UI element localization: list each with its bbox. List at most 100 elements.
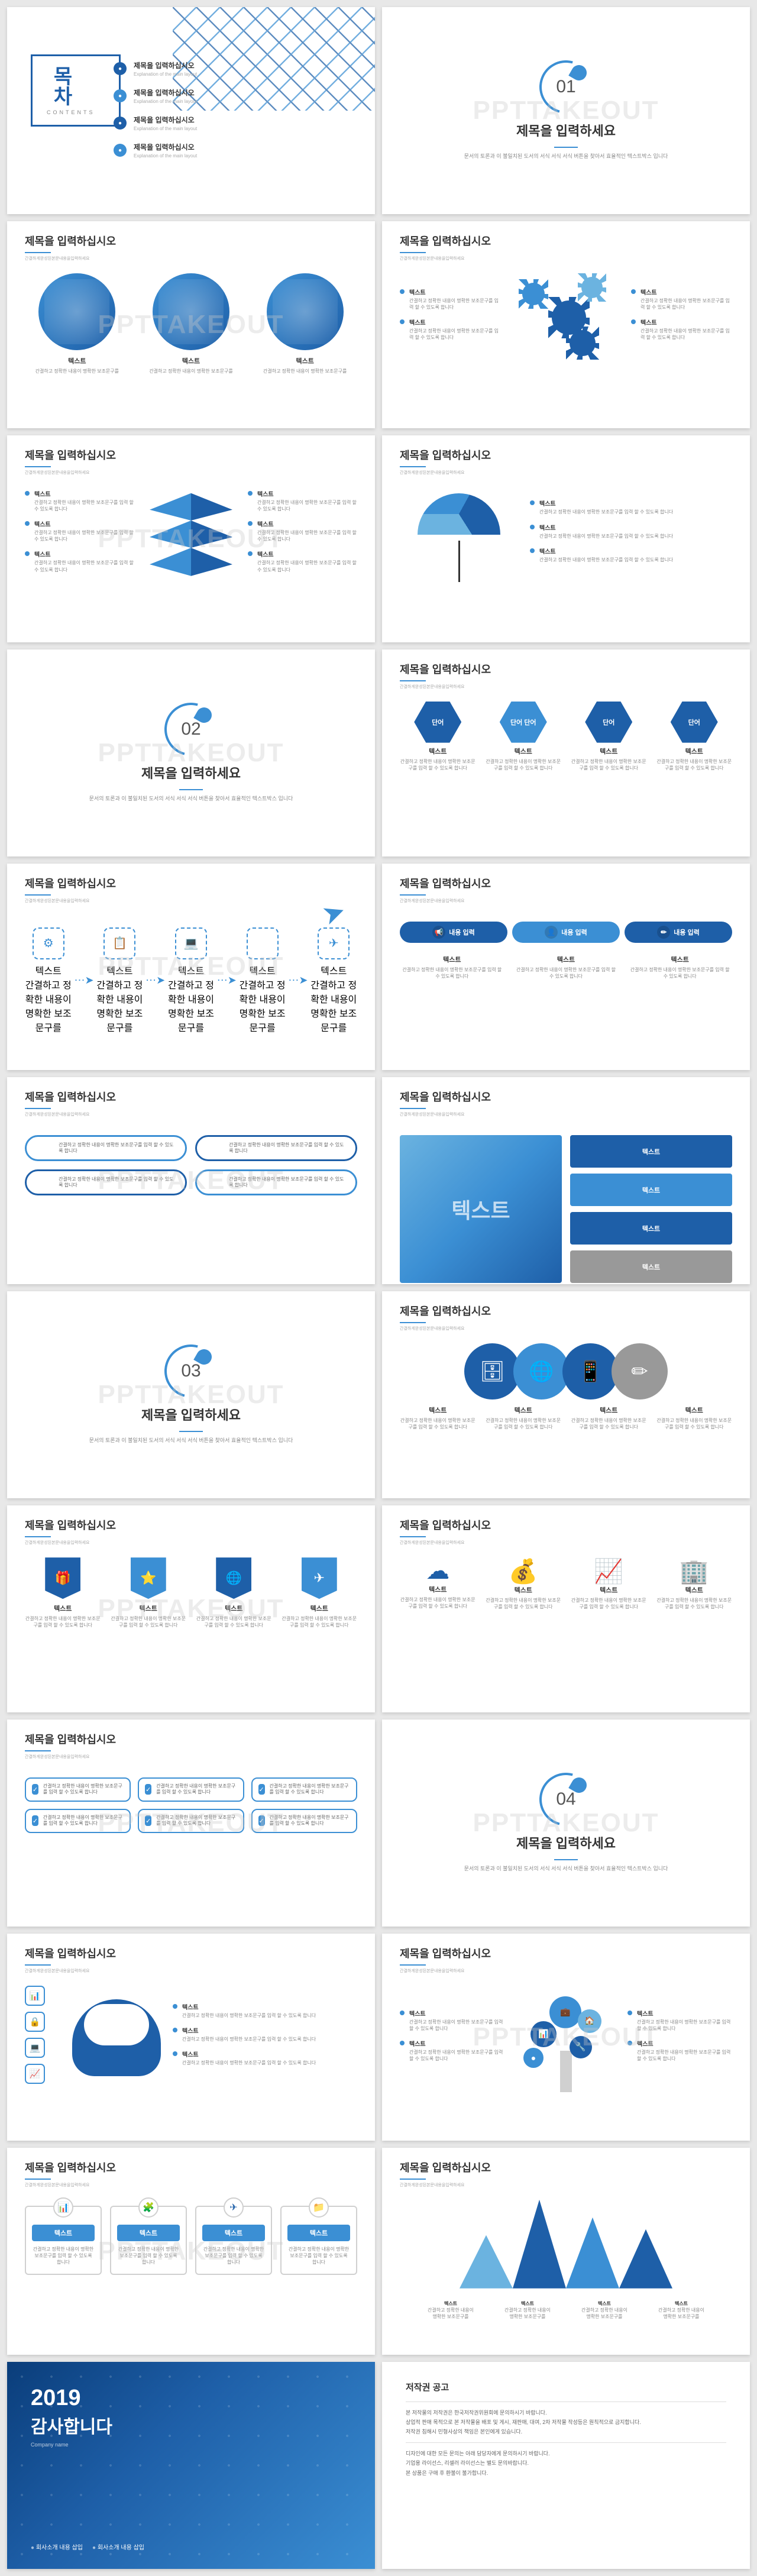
contents-title-box: 목차 CONTENTS: [31, 54, 121, 127]
list-item: 텍스트간결하고 정확한 내용이 명확한 보조문구를 입력 할 수 있도록 합니다: [627, 2039, 732, 2062]
hexagon-icon: 단어: [671, 702, 718, 743]
thanks-msg: 감사합니다: [31, 2412, 351, 2438]
list-item: 텍스트간결하고 정확한 내용이 명확한 보조문구를 입력 할 수 있도록 합니다: [248, 489, 357, 512]
bullet: [400, 2041, 405, 2045]
circle-icon: 🌐: [513, 1343, 570, 1399]
bullet: [25, 521, 30, 526]
color-bar: 텍스트: [570, 1212, 732, 1245]
contents-item: ● 제목을 입력하십시오Explanation of the main layo…: [114, 88, 197, 104]
tab-pill: 📢내용 입력: [400, 922, 507, 943]
brain-icon: 💻: [25, 2038, 45, 2058]
footer-1: 회사소개 내용 삽입: [31, 2542, 83, 2551]
triangle-pattern: [173, 7, 375, 111]
check-item: ✓간결하고 정확한 내용이 명확한 보조문구를 입력 할 수 있도록 합니다: [25, 1777, 131, 1802]
slide-circle-icons: 제목을 입력하십시오간결하게완성된본문내용을입력하세요 🗄🌐📱✏ 텍스트간결하고…: [382, 1291, 750, 1498]
tree-leaf: 🏠: [578, 2009, 601, 2033]
hex-item: 단어 텍스트간결하고 정확한 내용이 명확한 보조문구를 입력 할 수 있도록 …: [571, 702, 647, 771]
contents-item: ● 제목을 입력하십시오Explanation of the main layo…: [114, 115, 197, 131]
card-item: ✈ 텍스트간결하고 정확한 내용이 명확한 보조문구를 입력 할 수 있도록 합…: [195, 2206, 272, 2276]
list-item: 텍스트간결하고 정확한 내용이 명확한 보조문구를 입력 할 수 있도록 합니다: [25, 519, 134, 542]
bullet: [627, 2011, 632, 2015]
list-item: 텍스트간결하고 정확한 내용이 명확한 보조문구를 입력 할 수 있도록 합니다: [400, 318, 501, 341]
card-icon: 📁: [309, 2197, 329, 2218]
circle-icon: ✏: [612, 1343, 668, 1399]
card-icon: 🧩: [138, 2197, 158, 2218]
check-icon: ✓: [258, 1784, 265, 1795]
slide-brain: 제목을 입력하십시오간결하게완성된본문내용을입력하세요 📊🔒💻📈 텍스트간결하고…: [7, 1934, 375, 2141]
bullet: [248, 551, 253, 556]
list-item: 텍스트간결하고 정확한 내용이 명확한 보조문구를 입력 할 수 있도록 합니다: [400, 2039, 504, 2062]
peak-shape: [619, 2229, 672, 2289]
slide-peaks: 제목을 입력하십시오간결하게완성된본문내용을입력하세요 텍스트간결하고 정확한 …: [382, 2148, 750, 2355]
check-item: ✓간결하고 정확한 내용이 명확한 보조문구를 입력 할 수 있도록 합니다: [138, 1809, 244, 1833]
slide-section-01: 01 제목을 입력하세요 문서의 토론과 이 불일치된 도서의 서식 서식 서식…: [382, 7, 750, 214]
peak-shape: [460, 2235, 513, 2289]
feature-icon: 💰: [486, 1557, 562, 1585]
thanks-year: 2019: [31, 2386, 351, 2411]
list-item: 텍스트간결하고 정확한 내용이 명확한 보조문구를 입력 할 수 있도록 합니다: [248, 550, 357, 573]
bullet: [248, 521, 253, 526]
tree-leaf: 🔧: [570, 2036, 592, 2058]
contents-item: ● 제목을 입력하십시오Explanation of the main layo…: [114, 60, 197, 77]
copy-line: 기업용 라이선스, 리셀러 라이선스는 별도 문의바랍니다.: [406, 2458, 726, 2468]
bullet: [173, 2028, 177, 2032]
section-arc: 01: [539, 60, 593, 114]
ribbon-icon: ⭐: [131, 1557, 166, 1599]
slide-gears: 제목을 입력하십시오간결하게완성된본문내용을입력하세요 텍스트간결하고 정확한 …: [382, 221, 750, 428]
check-item: ✓간결하고 정확한 내용이 명확한 보조문구를 입력 할 수 있도록 합니다: [251, 1809, 357, 1833]
list-item: 텍스트간결하고 정확한 내용이 명확한 보조문구를 입력 할 수 있도록 합니다: [400, 287, 501, 311]
bullet-icon: ●: [114, 117, 127, 130]
color-bar: 텍스트: [570, 1135, 732, 1168]
process-step: 💻 텍스트간결하고 정확한 내용이 명확한 보조문구를: [167, 927, 215, 1034]
list-item: 텍스트간결하고 정확한 내용이 명확한 보조문구를 입력 할 수 있도록 합니다: [530, 547, 732, 563]
bullet: [631, 289, 636, 294]
process-step: 📋 텍스트간결하고 정확한 내용이 명확한 보조문구를: [96, 927, 144, 1034]
hexagon-icon: 단어: [414, 702, 461, 743]
ribbon-icon: ✈: [302, 1557, 337, 1599]
check-icon: ✓: [32, 1784, 38, 1795]
hdr: 제목을 입력하십시오: [25, 233, 357, 248]
check-item: ✓간결하고 정확한 내용이 명확한 보조문구를 입력 할 수 있도록 합니다: [25, 1809, 131, 1833]
hexagon-icon: 단어 단어: [500, 702, 547, 743]
circle-icon: 📱: [562, 1343, 619, 1399]
slide-cards: 제목을 입력하십시오간결하게완성된본문내용을입력하세요 📊 텍스트간결하고 정확…: [7, 2148, 375, 2355]
gears-graphic: [513, 273, 619, 362]
slide-hexagons: 제목을 입력하십시오간결하게완성된본문내용을입력하세요 단어 텍스트간결하고 정…: [382, 649, 750, 856]
hex-item: 단어 텍스트간결하고 정확한 내용이 명확한 보조문구를 입력 할 수 있도록 …: [400, 702, 476, 771]
card-item: 📁 텍스트간결하고 정확한 내용이 명확한 보조문구를 입력 할 수 있도록 합…: [280, 2206, 357, 2276]
tab-pill: 👤내용 입력: [512, 922, 620, 943]
gear-icon: [578, 273, 606, 302]
umbrella-graphic: [400, 487, 518, 582]
process-step: ✈ 텍스트간결하고 정확한 내용이 명확한 보조문구를: [310, 927, 358, 1034]
section-num: 01: [556, 77, 575, 97]
tab-pill: ✏내용 입력: [625, 922, 732, 943]
color-bar: 텍스트: [570, 1250, 732, 1283]
color-bar: 텍스트: [570, 1174, 732, 1206]
circle-img: [38, 273, 115, 350]
list-item: 텍스트간결하고 정확한 내용이 명확한 보조문구를 입력 할 수 있도록 합니다: [400, 2009, 504, 2032]
bar: [554, 147, 578, 148]
pill-item: 03간결하고 정확한 내용이 명확한 보조문구를 입력 할 수 있도록 합니다: [25, 1169, 187, 1195]
hex-item: 단어 텍스트간결하고 정확한 내용이 명확한 보조문구를 입력 할 수 있도록 …: [656, 702, 733, 771]
contents-en: CONTENTS: [47, 109, 105, 115]
feature-icon: 📈: [571, 1557, 647, 1585]
slide-wings: 제목을 입력하십시오간결하게완성된본문내용을입력하세요 텍스트간결하고 정확한 …: [7, 435, 375, 642]
list-item: 텍스트간결하고 정확한 내용이 명확한 보조문구를 입력 할 수 있도록 합니다: [25, 489, 134, 512]
contents-item: ● 제목을 입력하십시오Explanation of the main layo…: [114, 142, 197, 159]
circle-icon: 🗄: [464, 1343, 520, 1399]
slide-tabs: 제목을 입력하십시오간결하게완성된본문내용을입력하세요 📢내용 입력👤내용 입력…: [382, 864, 750, 1071]
step-icon: [247, 927, 279, 959]
bullet-icon: ●: [114, 89, 127, 102]
tree-leaf: 📊: [530, 2021, 557, 2047]
gear-icon: [519, 279, 548, 309]
contents-ko: 목차: [47, 66, 76, 106]
slide-cloud-icons: 제목을 입력하십시오간결하게완성된본문내용을입력하세요 ☁ 텍스트간결하고 정확…: [382, 1505, 750, 1712]
list-item: 텍스트간결하고 정확한 내용이 명확한 보조문구를 입력 할 수 있도록 합니다: [173, 2050, 357, 2066]
card-item: 📊 텍스트간결하고 정확한 내용이 명확한 보조문구를 입력 할 수 있도록 합…: [25, 2206, 102, 2276]
bullet: [25, 491, 30, 496]
step-icon: 📋: [103, 927, 135, 959]
pill-num: 04: [205, 1176, 223, 1189]
brain-graphic: [72, 1999, 161, 2076]
check-icon: ✓: [145, 1784, 151, 1795]
copy-line: 디자인에 대한 모든 문의는 아래 담당자에게 문의하시기 바랍니다.: [406, 2449, 726, 2458]
